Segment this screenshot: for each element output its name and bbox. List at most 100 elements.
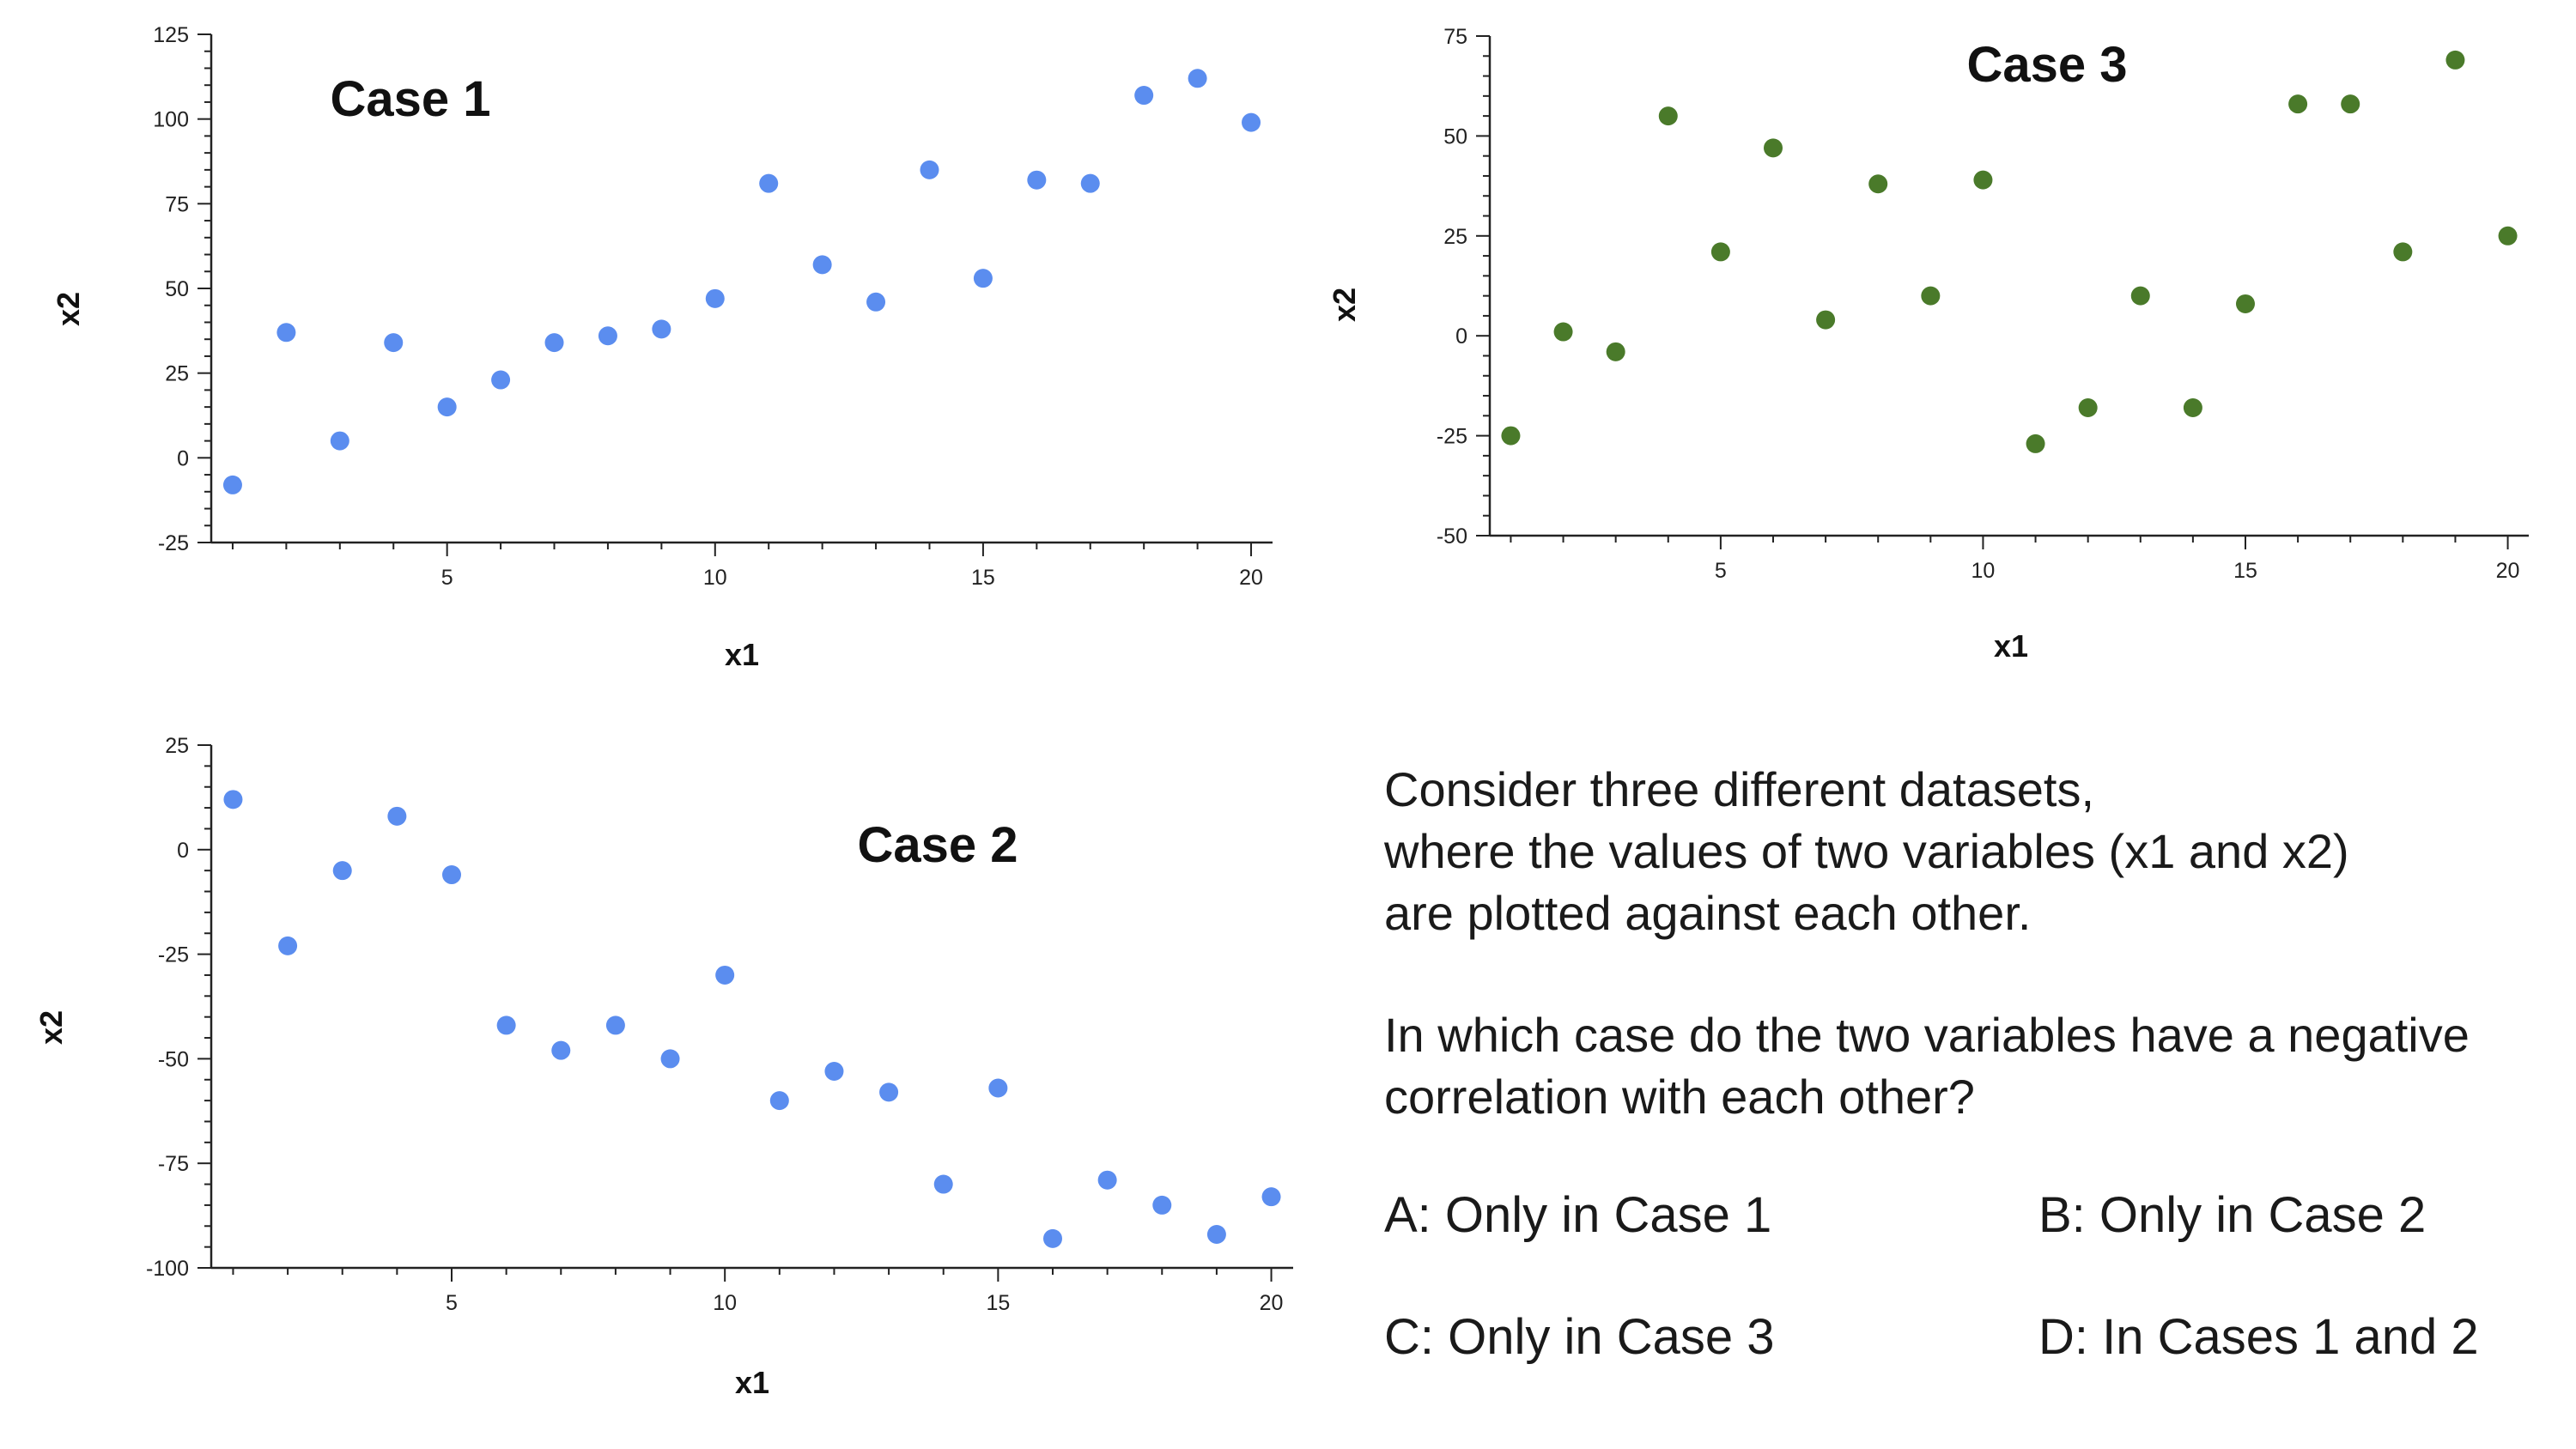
option-a[interactable]: A: Only in Case 1 [1384, 1187, 1772, 1243]
case2-point [824, 1062, 844, 1082]
case1-point [491, 370, 511, 390]
case3-x-tick-label: 20 [2496, 559, 2520, 583]
case2-point [278, 936, 298, 955]
case2-y-tick-label: 0 [177, 839, 189, 863]
question-text: Consider three different datasets, where… [1384, 759, 2569, 1128]
case3-x-tick-label: 5 [1715, 559, 1727, 583]
case1-y-tick-label: 100 [153, 108, 189, 132]
case3-point [2183, 398, 2202, 418]
case2-x-axis-title: x1 [735, 1365, 769, 1400]
case1-point [544, 333, 564, 353]
case2-point [496, 1016, 516, 1035]
case3-y-tick-label: 25 [1443, 225, 1467, 249]
case1-x-axis-title: x1 [725, 637, 759, 672]
case2-point [715, 965, 735, 985]
case1-point [920, 160, 939, 179]
case3-x-axis-title: x1 [1994, 628, 2028, 664]
case3-point [1553, 322, 1573, 342]
case1-y-axis-title: x2 [51, 292, 86, 326]
case3-y-tick-label: 0 [1455, 324, 1467, 349]
case3-chart: -50 -25 0 25 50 75 5 10 15 20 x1 x2 Case 3 [1327, 25, 2529, 664]
case2-y-tick-label: -25 [158, 943, 189, 967]
case2-point [1097, 1170, 1117, 1190]
case1-x-tick-label: 20 [1239, 566, 1263, 590]
case2-title: Case 2 [857, 817, 1018, 873]
case1-point [276, 323, 296, 343]
case2-point [1206, 1225, 1226, 1245]
intro-line-2: where the values of two variables (x1 an… [1384, 824, 2349, 878]
case1-point [866, 292, 886, 312]
case1-title: Case 1 [330, 71, 490, 127]
case2-point [879, 1082, 899, 1102]
case1-y-tick-label: 75 [165, 192, 189, 216]
paragraph-gap [1384, 944, 2569, 1004]
case3-point [1764, 138, 1783, 158]
case1-x-tick-label: 15 [971, 566, 995, 590]
case2-point [988, 1078, 1008, 1098]
intro-line-1: Consider three different datasets, [1384, 762, 2095, 816]
case3-y-tick-label: 50 [1443, 124, 1467, 149]
case3-point [1658, 106, 1678, 126]
case1-point [222, 475, 242, 494]
case3-point [2288, 94, 2308, 114]
case2-x-tick-label: 5 [446, 1291, 458, 1315]
case1-point [1134, 86, 1154, 106]
case3-x-tick-label: 10 [1971, 559, 1996, 583]
case1-point [759, 173, 779, 193]
case3-point [1816, 310, 1836, 330]
case1-point [384, 333, 404, 353]
case3-point [2393, 242, 2413, 262]
case2-point [769, 1091, 789, 1111]
case2-point [1152, 1195, 1172, 1215]
case3-y-tick-label: 75 [1443, 25, 1467, 49]
case3-point [1710, 242, 1730, 262]
case3-point [1921, 286, 1941, 306]
case1-chart: -25 0 25 50 75 100 125 5 10 15 20 x1 x2 Case 1 [51, 23, 1273, 672]
case2-point [660, 1049, 680, 1069]
case1-y-tick-label: 25 [165, 362, 189, 386]
case2-point [933, 1174, 953, 1194]
case2-y-tick-label: -50 [158, 1047, 189, 1071]
case3-y-axis-title: x2 [1327, 288, 1362, 322]
case1-point [1188, 69, 1207, 88]
option-b[interactable]: B: Only in Case 2 [2038, 1187, 2427, 1243]
case3-y-tick-label: -50 [1437, 524, 1467, 549]
case3-point [2078, 398, 2098, 418]
case2-point [442, 865, 461, 885]
case2-y-axis-title: x2 [33, 1010, 69, 1045]
case2-point [551, 1040, 571, 1060]
case1-point [330, 431, 349, 451]
option-d[interactable]: D: In Cases 1 and 2 [2038, 1309, 2479, 1365]
case1-point [812, 255, 832, 275]
option-c[interactable]: C: Only in Case 3 [1384, 1309, 1775, 1365]
case2-point [1261, 1187, 1281, 1207]
case2-point [332, 861, 352, 881]
case3-y-tick-label: -25 [1437, 425, 1467, 449]
case3-x-tick-label: 15 [2233, 559, 2257, 583]
case3-point [2236, 294, 2255, 313]
case2-x-tick-label: 20 [1260, 1291, 1284, 1315]
case1-point [705, 288, 725, 308]
case3-point [1501, 426, 1521, 446]
prompt-line-2: correlation with each other? [1384, 1070, 1975, 1124]
case2-x-tick-label: 15 [986, 1291, 1010, 1315]
case2-chart: -100 -75 -50 -25 0 25 5 10 15 20 x1 x2 Case 2 [33, 734, 1293, 1400]
case2-point [223, 790, 243, 809]
case1-point [973, 269, 993, 288]
case1-point [1242, 112, 1261, 132]
case3-point [1868, 174, 1888, 194]
case1-point [437, 397, 457, 417]
case1-y-tick-label: 125 [153, 23, 189, 47]
case1-x-tick-label: 10 [703, 566, 727, 590]
case1-point [598, 326, 617, 346]
case2-point [387, 806, 407, 826]
case3-point [2498, 226, 2518, 246]
case1-y-tick-label: 0 [177, 446, 189, 470]
case3-point [1973, 170, 1993, 190]
case1-point [1080, 173, 1100, 193]
case2-point [1043, 1228, 1062, 1248]
case3-title: Case 3 [1966, 37, 2127, 93]
case1-point [1027, 170, 1047, 190]
case3-point [1606, 342, 1625, 361]
